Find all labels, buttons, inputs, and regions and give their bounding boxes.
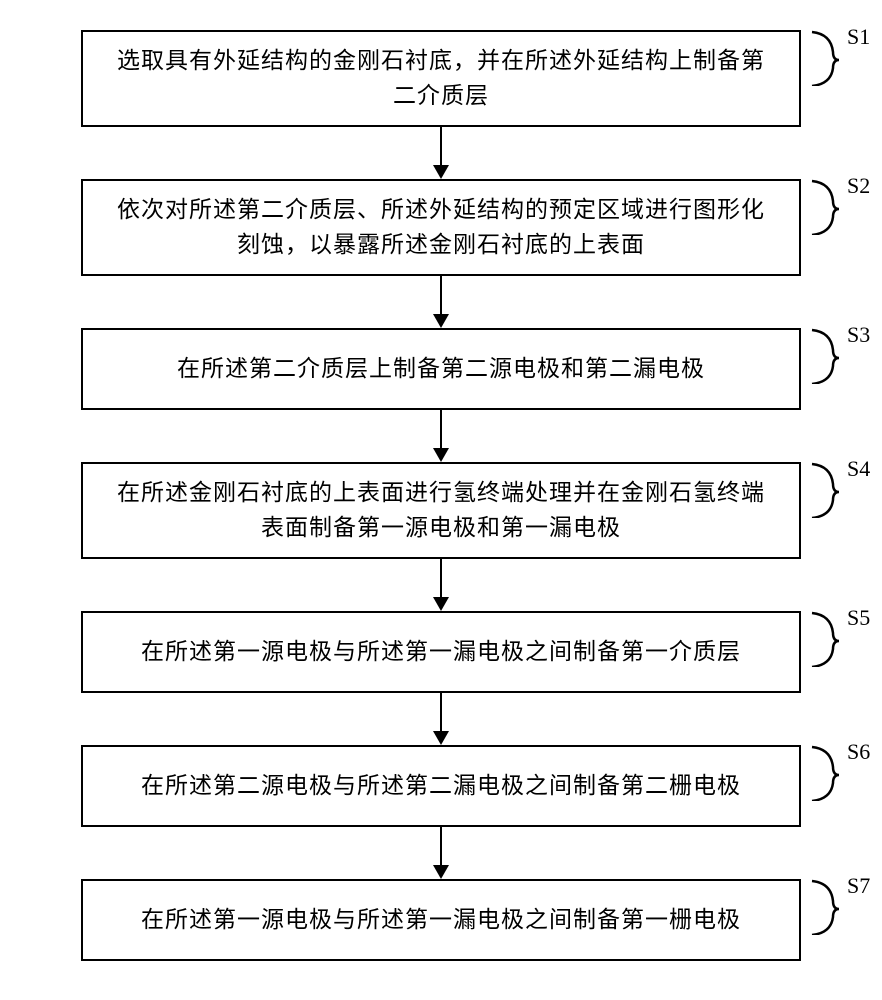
step-label-s1: S1 [811, 30, 870, 86]
brace-icon [811, 179, 845, 235]
brace-icon [811, 462, 845, 518]
step-wrapper: 在所述第一源电极与所述第一漏电极之间制备第一栅电极 S7 [50, 879, 832, 961]
step-label-text: S2 [847, 173, 870, 199]
brace-icon [811, 611, 845, 667]
step-label-s7: S7 [811, 879, 870, 935]
arrow-down-icon [433, 410, 449, 462]
step-box-s3: 在所述第二介质层上制备第二源电极和第二漏电极 [81, 328, 801, 410]
step-box-s2: 依次对所述第二介质层、所述外延结构的预定区域进行图形化刻蚀，以暴露所述金刚石衬底… [81, 179, 801, 276]
step-text: 在所述第二源电极与所述第二漏电极之间制备第二栅电极 [141, 769, 741, 804]
step-wrapper: 在所述第二介质层上制备第二源电极和第二漏电极 S3 [50, 328, 832, 410]
step-label-text: S5 [847, 605, 870, 631]
arrow-down-icon [433, 559, 449, 611]
step-box-s4: 在所述金刚石衬底的上表面进行氢终端处理并在金刚石氢终端表面制备第一源电极和第一漏… [81, 462, 801, 559]
arrow-down-icon [433, 693, 449, 745]
step-label-text: S6 [847, 739, 870, 765]
step-label-s2: S2 [811, 179, 870, 235]
step-label-text: S3 [847, 322, 870, 348]
step-label-s6: S6 [811, 745, 870, 801]
step-label-text: S4 [847, 456, 870, 482]
step-text: 依次对所述第二介质层、所述外延结构的预定区域进行图形化刻蚀，以暴露所述金刚石衬底… [107, 193, 775, 262]
step-text: 在所述第二介质层上制备第二源电极和第二漏电极 [177, 352, 705, 387]
step-box-s6: 在所述第二源电极与所述第二漏电极之间制备第二栅电极 [81, 745, 801, 827]
step-label-text: S7 [847, 873, 870, 899]
arrow-down-icon [433, 827, 449, 879]
step-box-s5: 在所述第一源电极与所述第一漏电极之间制备第一介质层 [81, 611, 801, 693]
step-label-s5: S5 [811, 611, 870, 667]
step-wrapper: 依次对所述第二介质层、所述外延结构的预定区域进行图形化刻蚀，以暴露所述金刚石衬底… [50, 179, 832, 276]
step-label-s4: S4 [811, 462, 870, 518]
step-label-text: S1 [847, 24, 870, 50]
step-wrapper: 在所述第二源电极与所述第二漏电极之间制备第二栅电极 S6 [50, 745, 832, 827]
step-text: 在所述第一源电极与所述第一漏电极之间制备第一介质层 [141, 635, 741, 670]
flowchart-container: 选取具有外延结构的金刚石衬底，并在所述外延结构上制备第二介质层 S1 依次对所述… [50, 30, 832, 961]
brace-icon [811, 745, 845, 801]
brace-icon [811, 30, 845, 86]
arrow-down-icon [433, 276, 449, 328]
step-label-s3: S3 [811, 328, 870, 384]
step-wrapper: 在所述第一源电极与所述第一漏电极之间制备第一介质层 S5 [50, 611, 832, 693]
step-text: 选取具有外延结构的金刚石衬底，并在所述外延结构上制备第二介质层 [107, 44, 775, 113]
step-text: 在所述第一源电极与所述第一漏电极之间制备第一栅电极 [141, 903, 741, 938]
arrow-down-icon [433, 127, 449, 179]
brace-icon [811, 879, 845, 935]
step-text: 在所述金刚石衬底的上表面进行氢终端处理并在金刚石氢终端表面制备第一源电极和第一漏… [107, 476, 775, 545]
step-box-s1: 选取具有外延结构的金刚石衬底，并在所述外延结构上制备第二介质层 [81, 30, 801, 127]
step-box-s7: 在所述第一源电极与所述第一漏电极之间制备第一栅电极 [81, 879, 801, 961]
step-wrapper: 在所述金刚石衬底的上表面进行氢终端处理并在金刚石氢终端表面制备第一源电极和第一漏… [50, 462, 832, 559]
brace-icon [811, 328, 845, 384]
step-wrapper: 选取具有外延结构的金刚石衬底，并在所述外延结构上制备第二介质层 S1 [50, 30, 832, 127]
